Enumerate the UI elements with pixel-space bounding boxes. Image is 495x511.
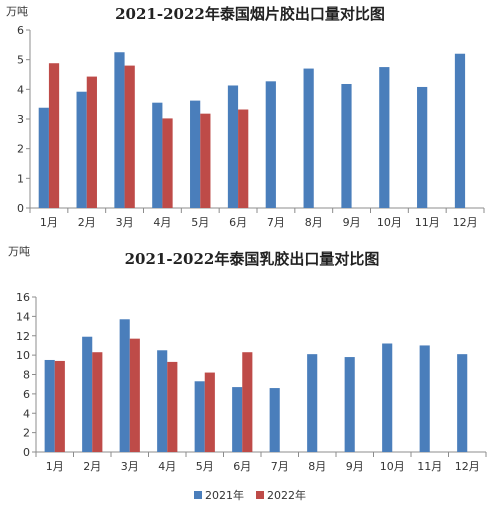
- chart2-bar-2021: [232, 387, 243, 452]
- chart1-bar-2021: [417, 86, 428, 208]
- chart1-bar-2022: [238, 109, 249, 208]
- chart1-bar-2022: [86, 76, 97, 208]
- chart1-bar-2021: [227, 85, 239, 208]
- chart1-x-tick-label: 11月: [415, 216, 440, 229]
- chart2-bar-2021: [419, 345, 430, 452]
- chart2-bar-2021: [194, 381, 205, 452]
- chart2-bar-2022: [204, 372, 215, 452]
- chart2-y-tick-label: 2: [23, 427, 30, 440]
- chart1-unit-label: 万吨: [6, 5, 28, 18]
- chart1-bar-2021: [114, 52, 125, 208]
- chart2-y-tick-label: 0: [23, 446, 30, 459]
- chart1-title: 2021-2022年泰国烟片胶出口量对比图: [115, 5, 385, 23]
- chart2-bar-2021: [119, 319, 130, 452]
- chart2-bar-2021: [269, 388, 280, 452]
- chart2-x-tick-label: 9月: [346, 460, 364, 473]
- chart2-y-tick-label: 8: [23, 369, 30, 382]
- chart1-y-tick-label: 5: [17, 54, 24, 67]
- chart2-plot: 0 2 4 6 8 10 12 14 16 1月 2月 3月 4月 5月 6月 7月 8月 9月 10月 11月 12月: [16, 291, 487, 473]
- chart2-bar-2021: [382, 343, 393, 452]
- chart1-bar-2021: [152, 102, 163, 208]
- chart2-x-tick-label: 8月: [308, 460, 326, 473]
- chart2-x-tick-label: 11月: [417, 460, 442, 473]
- chart2-x-tick-label: 1月: [46, 460, 64, 473]
- chart2-bar-2022: [129, 338, 140, 452]
- chart2-bar-2021: [307, 354, 318, 452]
- chart1-bar-2021: [190, 100, 201, 208]
- chart2-y-tick-label: 6: [23, 388, 30, 401]
- chart1-bar-2022: [124, 65, 135, 208]
- chart2-bar-2021: [44, 359, 55, 452]
- chart1-y-tick-label: 3: [17, 113, 24, 126]
- chart1-bar-2021: [76, 91, 87, 208]
- chart2-y-tick-label: 12: [16, 330, 30, 343]
- chart1-x-tick-label: 12月: [453, 216, 478, 229]
- chart1-y-tick-label: 2: [17, 143, 24, 156]
- chart2-x-tick-label: 5月: [196, 460, 214, 473]
- chart1-y-tick-label: 1: [17, 172, 24, 185]
- chart1-x-tick-label: 5月: [191, 216, 209, 229]
- chart2-bar-2022: [167, 361, 178, 452]
- chart2-bar-2021: [157, 350, 168, 452]
- legend-label-2021: 2021年: [205, 488, 244, 502]
- chart2-bar-2021: [457, 354, 468, 452]
- chart2-y-tick-label: 16: [16, 291, 30, 304]
- chart1-bar-2022: [162, 118, 173, 208]
- legend-swatch-2022: [256, 491, 264, 499]
- chart1-bar-2021: [38, 107, 49, 208]
- chart1-x-tick-label: 2月: [78, 216, 96, 229]
- chart1-x-tick-label: 8月: [305, 216, 323, 229]
- chart1-x-tick-label: 4月: [153, 216, 171, 229]
- chart1-bar-2021: [341, 83, 352, 208]
- chart2-bar-2021: [344, 357, 355, 452]
- chart1-bar-2021: [379, 67, 390, 208]
- chart1-bar-2021: [265, 81, 276, 208]
- chart2-y-tick-label: 4: [23, 407, 30, 420]
- chart1-bar-2022: [48, 63, 60, 209]
- chart2-x-tick-label: 4月: [158, 460, 176, 473]
- chart1-y-tick-label: 0: [17, 202, 24, 215]
- chart1-x-tick-label: 9月: [343, 216, 361, 229]
- chart1-plot: 0 1 2 3 4 5 6 1月 2月 3月 4月 5月 6月 7月 8月 9月 10月 11月 12月: [17, 24, 485, 229]
- chart2-y-tick-label: 14: [16, 310, 30, 323]
- chart2-title: 2021-2022年泰国乳胶出口量对比图: [125, 250, 380, 268]
- legend-swatch-2021: [194, 491, 202, 499]
- chart1-x-tick-label: 10月: [377, 216, 402, 229]
- chart1-bar-2022: [200, 113, 211, 208]
- chart2-bar-2022: [242, 352, 253, 452]
- chart1-x-tick-label: 7月: [267, 216, 285, 229]
- chart1-x-tick-label: 1月: [40, 216, 58, 229]
- chart1-bar-2021: [454, 53, 466, 209]
- chart1-y-tick-label: 4: [17, 83, 24, 96]
- chart2-x-tick-label: 12月: [455, 460, 480, 473]
- chart2-y-tick-label: 10: [16, 349, 30, 362]
- legend-label-2022: 2022年: [267, 488, 306, 502]
- chart1-x-tick-label: 3月: [116, 216, 134, 229]
- chart2-x-tick-label: 10月: [380, 460, 405, 473]
- chart2-unit-label: 万吨: [8, 245, 30, 258]
- chart2-bar-2021: [82, 336, 93, 452]
- chart1-y-tick-label: 6: [17, 24, 24, 37]
- chart2-x-tick-label: 7月: [271, 460, 289, 473]
- chart2-x-tick-label: 6月: [233, 460, 251, 473]
- chart2-bar-2022: [92, 352, 103, 452]
- chart2-bar-2022: [54, 360, 65, 452]
- legend: 2021年 2022年: [194, 488, 306, 502]
- chart2-x-tick-label: 3月: [121, 460, 139, 473]
- chart1-x-tick-label: 6月: [229, 216, 247, 229]
- chart1-bar-2021: [303, 68, 314, 208]
- chart2-x-tick-label: 2月: [83, 460, 101, 473]
